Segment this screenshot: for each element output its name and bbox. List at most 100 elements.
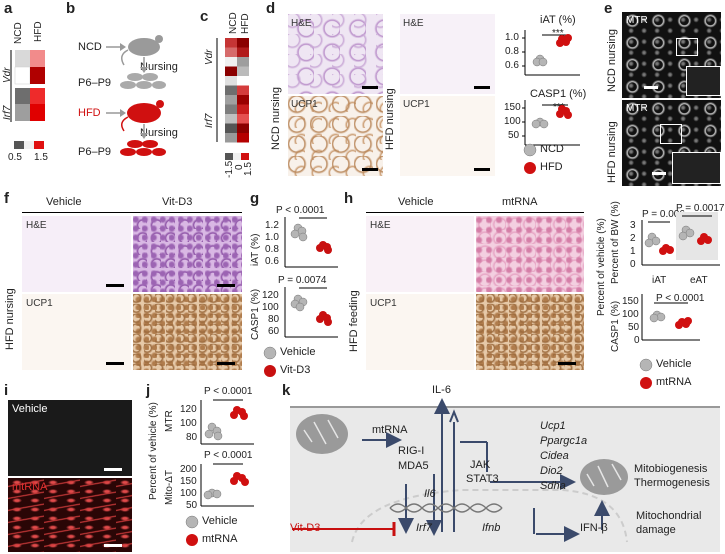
j-tick2-1: 150	[180, 476, 197, 487]
h-tick1-3: 0	[630, 259, 636, 270]
h-tick1-2: 1	[630, 246, 636, 257]
panel-b-letter: b	[66, 0, 76, 17]
h-p2: P = 0.0017	[676, 203, 725, 214]
j-tick2-3: 50	[186, 500, 198, 511]
h-ucp1-label: UCP1	[370, 298, 397, 309]
g-p2: P = 0.0074	[278, 275, 327, 286]
j-legend-mtrna: mtRNA	[202, 533, 238, 545]
j-tick2-2: 100	[180, 488, 197, 499]
c-heatmap-cell	[237, 76, 249, 86]
h-p1: P = 0.006	[642, 209, 685, 220]
e-inset-2	[672, 152, 721, 184]
h-legend-vehicle: Vehicle	[656, 358, 692, 370]
f-ucp1-vitd3-image	[133, 294, 242, 370]
h-header-rule	[366, 212, 584, 213]
g-tick1-3: 0.6	[265, 256, 279, 267]
h-tick2-1: 100	[622, 309, 639, 320]
a-scale-min: 0.5	[8, 152, 22, 163]
h-mtrna-label: mtRNA	[502, 196, 538, 208]
b-age2: P6–P9	[78, 146, 112, 158]
k-gene-1: Ppargc1a	[540, 435, 588, 447]
h-tick2-0: 150	[622, 296, 639, 307]
d-legend-markers	[523, 143, 537, 174]
k-vitd3: Vit-D3	[290, 522, 321, 534]
c-heatmap-cell	[237, 85, 249, 95]
h-p3: P < 0.0001	[656, 293, 705, 304]
c-heatmap-cell	[237, 104, 249, 114]
panel-g-letter: g	[250, 190, 260, 207]
f-scalebar-2	[217, 284, 235, 287]
j-side-label: Percent of vehicle (%)	[148, 402, 159, 500]
f-scalebar-3	[106, 362, 124, 365]
k-pathway-diagram	[290, 398, 720, 552]
k-damage1: Mitochondrial	[636, 510, 702, 522]
k-mda5: MDA5	[398, 460, 429, 472]
f-ucp1-vehicle-image	[22, 294, 131, 370]
k-damage2: damage	[636, 524, 676, 536]
c-heatmap-cell	[225, 47, 237, 57]
c-heatmap-cell	[237, 114, 249, 124]
h-ucp1-vehicle-image	[366, 294, 474, 370]
k-mito1: Mitobiogenesis	[634, 463, 708, 475]
d-casp-title: CASP1 (%)	[530, 88, 587, 100]
k-gene-2: Cidea	[540, 450, 569, 462]
mouse-icon	[128, 38, 160, 56]
d-ucp1-ncd-image	[288, 96, 383, 176]
k-il6: Il6	[424, 488, 436, 500]
c-heatmap-cell	[225, 104, 237, 114]
b-nursing1: Nursing	[140, 61, 178, 73]
k-ifnbeta: IFN-β	[580, 522, 608, 534]
k-mitochondrion-icon-1	[296, 414, 348, 454]
j-p2: P < 0.0001	[204, 450, 253, 461]
k-il6-top: IL-6	[432, 384, 451, 396]
k-cell-background	[290, 407, 720, 552]
e-inset-box-1	[676, 38, 698, 56]
h-side-label: Percent of vehicle (%)	[596, 218, 607, 316]
d-iat-tick-1: 0.8	[505, 46, 519, 57]
j-dotplots	[200, 399, 254, 507]
h-ylab2: CASP1 (%)	[610, 300, 621, 352]
d-scalebar-1	[362, 86, 378, 89]
c-heatmap-cell	[237, 95, 249, 105]
k-jak: JAK	[470, 459, 491, 471]
f-scalebar-1	[106, 284, 124, 287]
e-scalebar-1	[644, 86, 658, 89]
d-row2-label: HFD nursing	[384, 88, 396, 150]
d-he-ncd-image	[288, 14, 383, 94]
h-ucp1-mtrna-image	[476, 294, 584, 370]
a-scale-max: 1.5	[34, 152, 48, 163]
h-tick2-3: 0	[634, 335, 640, 346]
k-gene-0: Ucp1	[540, 420, 566, 432]
f-ucp1-label: UCP1	[26, 298, 53, 309]
d-ucp1-1-label: UCP1	[291, 99, 318, 110]
d-casp-tick-1: 100	[504, 116, 521, 127]
d-ucp1-hfd-image	[400, 96, 495, 176]
j-tick2-0: 200	[180, 464, 197, 475]
h-he-vehicle-image	[366, 216, 474, 292]
k-ifnb: Ifnb	[482, 522, 501, 534]
f-he-label: H&E	[26, 220, 47, 231]
i-vehicle-label: Vehicle	[12, 403, 48, 415]
panel-e-letter: e	[604, 0, 613, 17]
g-legend-vitd3: Vit-D3	[280, 364, 311, 376]
k-nucleus	[351, 489, 628, 543]
c-heatmap-cell	[225, 123, 237, 133]
k-mtrna: mtRNA	[372, 424, 408, 436]
e-inset-box-2	[660, 124, 682, 144]
h-row-label: HFD feeding	[348, 290, 360, 352]
h-xcat1: iAT	[652, 275, 667, 286]
b-ncd-label: NCD	[78, 41, 102, 53]
g-tick1-0: 1.2	[265, 220, 279, 231]
panel-i-letter: i	[4, 382, 9, 399]
h-legend-mtrna: mtRNA	[656, 376, 692, 388]
g-ylab2: CASP1 (%)	[250, 288, 261, 340]
b-age1: P6–P9	[78, 77, 112, 89]
c-heatmap-cell	[225, 95, 237, 105]
d-scalebar-2	[362, 168, 378, 171]
j-legend-vehicle: Vehicle	[202, 515, 238, 527]
f-he-vitd3-image	[133, 216, 242, 292]
d-ucp1-2-label: UCP1	[403, 99, 430, 110]
d-he-hfd-image	[400, 14, 495, 94]
panel-d-letter: d	[266, 0, 276, 17]
e-mtr2-label: MTR	[626, 103, 648, 114]
